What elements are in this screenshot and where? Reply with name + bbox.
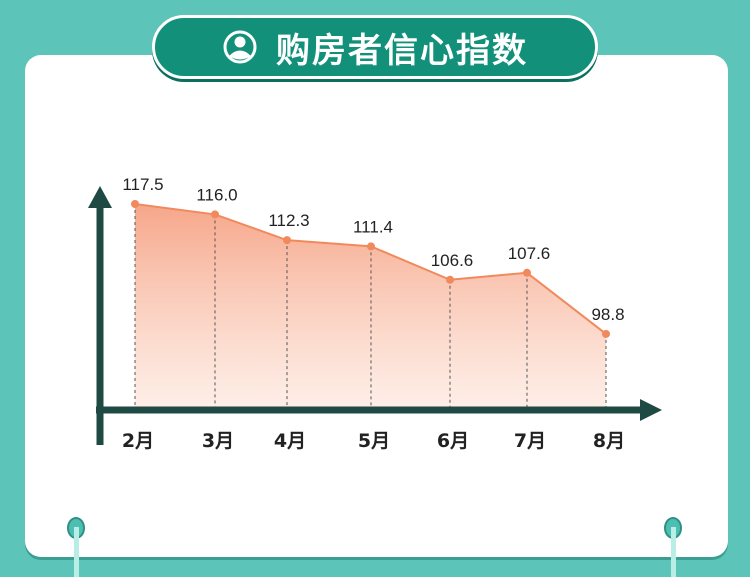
hanger-string-right	[671, 527, 676, 577]
data-label: 98.8	[591, 305, 624, 324]
data-point	[367, 242, 375, 251]
x-tick-label: 4月	[274, 430, 306, 452]
user-circle-icon	[223, 30, 257, 64]
data-label: 107.6	[508, 244, 551, 263]
x-tick-label: 8月	[593, 430, 625, 452]
data-point	[523, 268, 531, 277]
data-label: 116.0	[196, 185, 237, 204]
data-label: 106.6	[431, 251, 474, 270]
x-tick-label: 6月	[437, 430, 469, 452]
x-tick-label: 7月	[514, 430, 546, 452]
x-axis-arrow	[640, 399, 662, 421]
page-title: 购房者信心指数	[276, 30, 528, 71]
area-fill	[135, 204, 606, 407]
data-point	[131, 200, 139, 208]
x-tick-label: 5月	[358, 430, 390, 452]
data-point	[283, 236, 291, 245]
x-tick-label: 2月	[122, 430, 154, 452]
y-axis-arrow	[88, 186, 112, 208]
data-label: 112.3	[268, 211, 309, 230]
data-point	[446, 275, 454, 284]
title-banner: 购房者信心指数	[152, 15, 598, 79]
data-point	[211, 210, 219, 219]
data-label: 117.5	[122, 175, 163, 194]
x-tick-label: 3月	[202, 430, 234, 452]
hanger-string-left	[74, 527, 79, 577]
data-point	[602, 329, 610, 338]
data-label: 111.4	[353, 217, 393, 236]
